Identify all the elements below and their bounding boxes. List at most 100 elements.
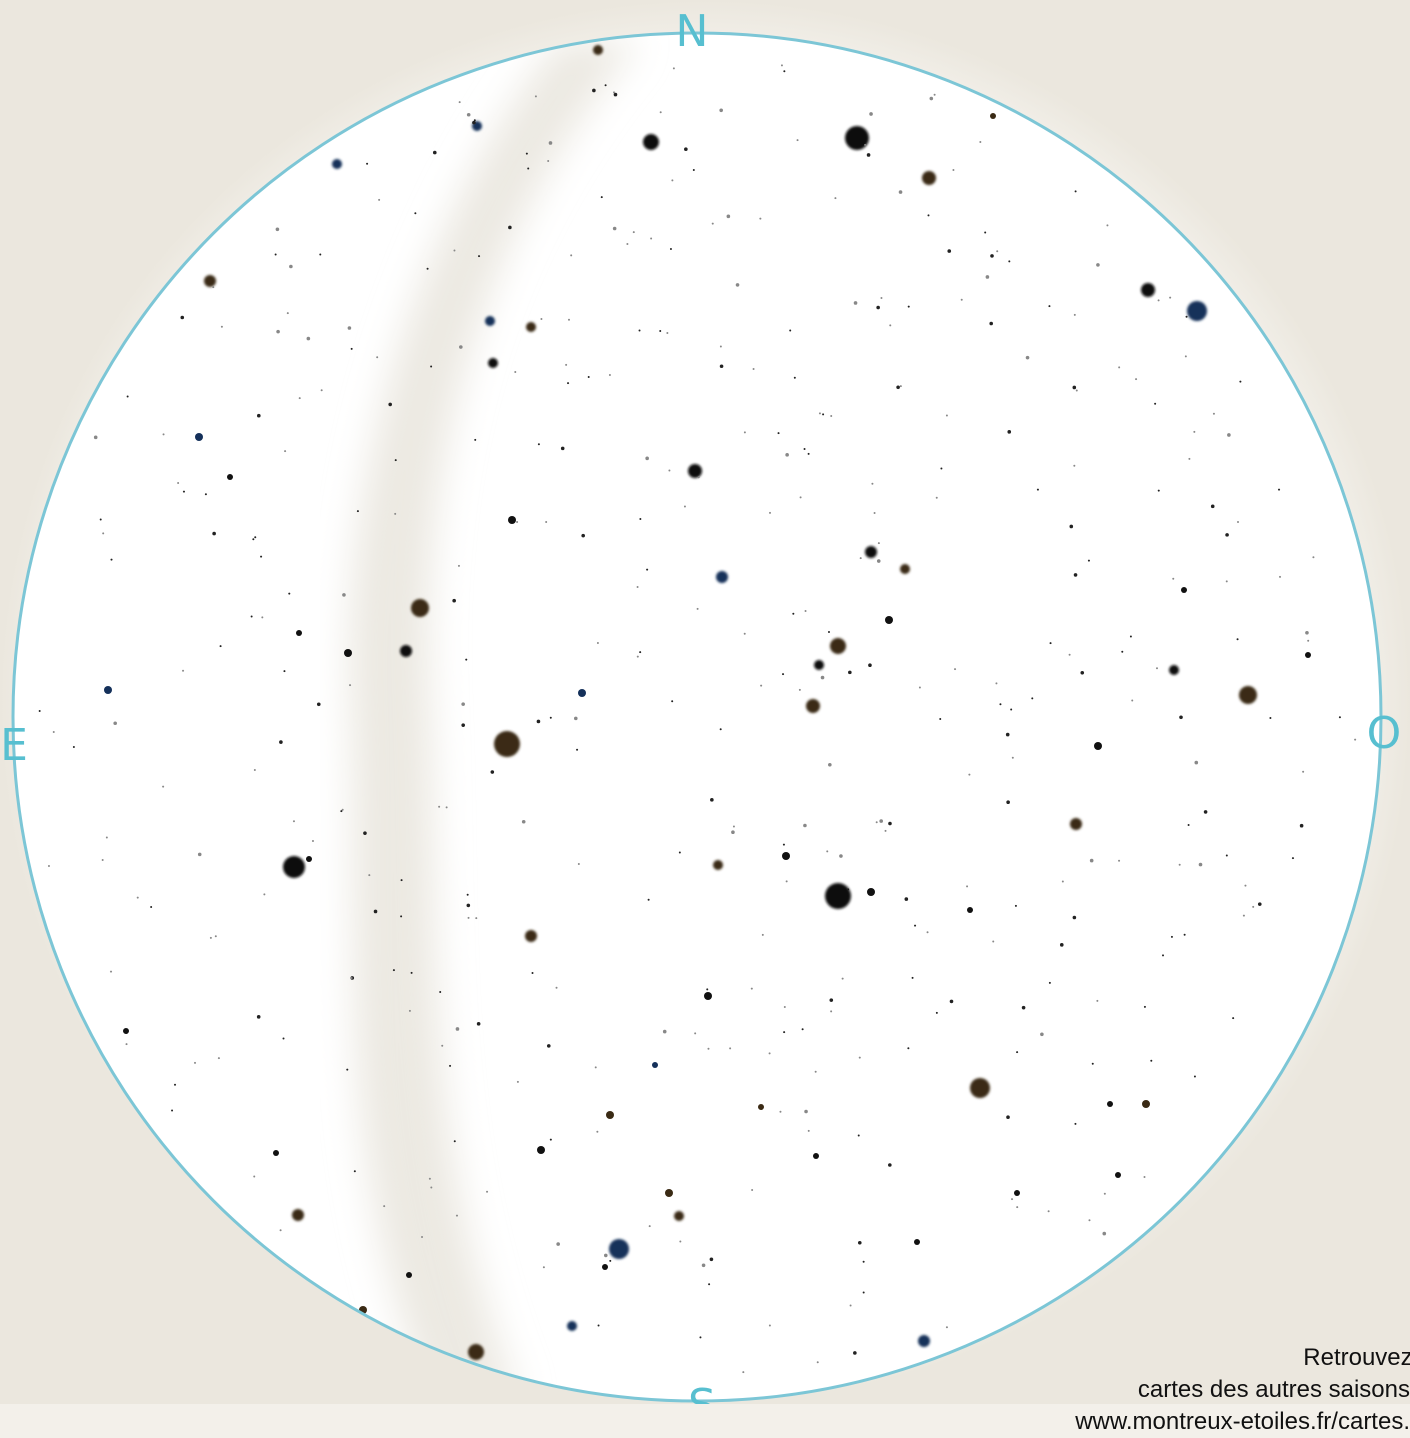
star	[880, 296, 883, 299]
star	[394, 459, 397, 462]
star	[960, 298, 963, 301]
star	[453, 1140, 456, 1143]
star	[162, 433, 165, 436]
star	[709, 1257, 714, 1262]
star	[508, 225, 512, 230]
star	[110, 558, 113, 561]
star	[898, 190, 903, 194]
star	[490, 770, 495, 774]
star	[411, 599, 429, 617]
star	[126, 395, 129, 398]
star	[1354, 738, 1357, 741]
star	[475, 917, 478, 920]
star	[1088, 1219, 1091, 1222]
star	[929, 96, 934, 101]
star	[319, 253, 322, 256]
star	[373, 909, 378, 914]
star	[136, 896, 139, 899]
east-label: E	[0, 720, 28, 771]
star	[1096, 999, 1099, 1002]
star	[947, 249, 952, 253]
star	[1087, 559, 1090, 562]
star	[992, 940, 995, 943]
star	[445, 806, 448, 809]
star	[613, 91, 616, 94]
star	[72, 745, 75, 748]
star	[914, 924, 917, 927]
star	[253, 1175, 256, 1178]
star	[1048, 981, 1051, 984]
star	[1242, 914, 1245, 917]
star	[292, 820, 295, 823]
star	[859, 557, 862, 560]
star	[696, 607, 699, 610]
star	[254, 536, 257, 539]
star	[441, 1044, 444, 1047]
star	[162, 785, 165, 788]
star	[1102, 1231, 1107, 1236]
star	[984, 231, 987, 234]
credit-line: cartes des autres saisons sur	[1137, 1376, 1410, 1403]
star	[710, 798, 714, 802]
star	[699, 1336, 702, 1339]
star	[862, 1291, 865, 1294]
star	[545, 520, 548, 523]
star	[949, 999, 954, 1004]
star	[220, 325, 223, 328]
star	[253, 768, 256, 771]
star	[783, 70, 786, 73]
star	[626, 242, 629, 245]
star	[466, 903, 471, 908]
star	[862, 1260, 865, 1263]
star	[212, 531, 216, 536]
star	[540, 318, 543, 321]
star	[212, 286, 215, 289]
star	[706, 988, 709, 991]
star	[759, 217, 762, 220]
star	[1198, 862, 1203, 867]
star	[306, 856, 312, 862]
star	[671, 179, 674, 182]
star	[113, 721, 117, 726]
star	[719, 728, 722, 731]
star	[1237, 521, 1240, 524]
star	[602, 1264, 608, 1270]
star	[52, 731, 55, 734]
star	[830, 414, 833, 417]
star	[488, 358, 498, 368]
star	[459, 345, 463, 349]
star	[1016, 1206, 1019, 1209]
stars	[38, 45, 1357, 1374]
star	[1129, 635, 1132, 638]
star	[904, 897, 909, 901]
star	[388, 402, 392, 407]
star	[195, 433, 203, 441]
star	[822, 413, 825, 416]
star	[639, 651, 642, 654]
star	[1305, 630, 1309, 635]
star	[474, 438, 477, 441]
star	[818, 412, 821, 415]
star	[999, 703, 1002, 706]
star	[834, 197, 837, 200]
star	[1107, 1101, 1113, 1107]
star	[918, 686, 921, 689]
star	[508, 516, 516, 524]
star	[1096, 263, 1100, 267]
star	[1006, 1115, 1010, 1120]
star	[731, 830, 735, 834]
star	[366, 162, 369, 165]
star	[455, 1027, 460, 1031]
star	[600, 196, 603, 199]
star	[102, 532, 105, 535]
star	[473, 119, 476, 122]
star	[858, 1056, 861, 1059]
star	[525, 152, 528, 155]
star	[907, 1047, 910, 1050]
star	[537, 443, 540, 446]
star	[922, 171, 936, 185]
star	[659, 111, 662, 114]
star	[1184, 355, 1187, 358]
star	[526, 322, 536, 332]
star	[671, 700, 674, 703]
